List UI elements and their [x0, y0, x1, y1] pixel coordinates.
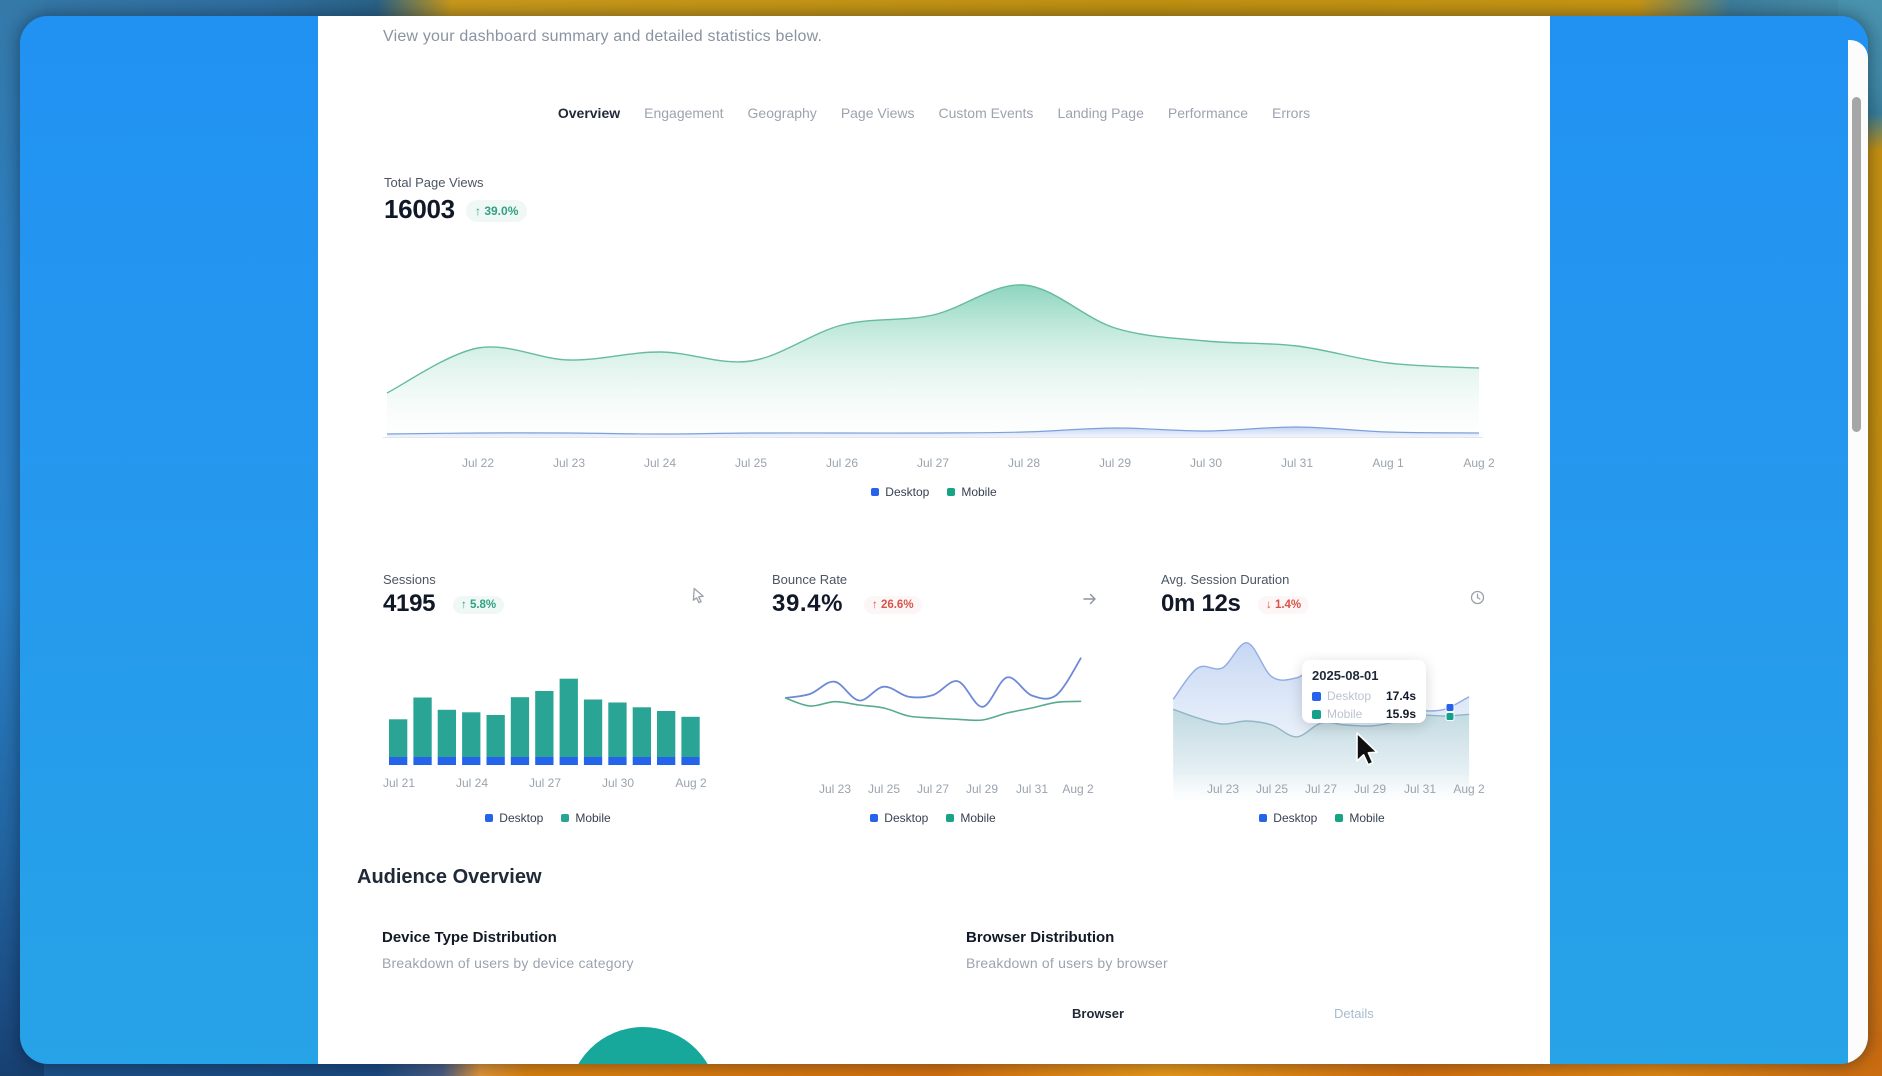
svg-text:Jul 23: Jul 23	[819, 782, 851, 796]
svg-text:Aug 2: Aug 2	[1062, 782, 1094, 796]
svg-text:Aug 2: Aug 2	[1463, 456, 1495, 470]
svg-text:Jul 31: Jul 31	[1404, 782, 1436, 796]
svg-text:Jul 23: Jul 23	[553, 456, 585, 470]
svg-text:Aug 1: Aug 1	[1372, 456, 1404, 470]
svg-text:Aug 2: Aug 2	[1453, 782, 1485, 796]
svg-text:Jul 23: Jul 23	[1207, 782, 1239, 796]
svg-text:Jul 27: Jul 27	[529, 776, 561, 790]
svg-text:Jul 25: Jul 25	[735, 456, 767, 470]
svg-text:Jul 25: Jul 25	[868, 782, 900, 796]
svg-text:Jul 21: Jul 21	[383, 776, 415, 790]
svg-text:Jul 28: Jul 28	[1008, 456, 1040, 470]
svg-text:Jul 24: Jul 24	[644, 456, 676, 470]
svg-text:Jul 31: Jul 31	[1281, 456, 1313, 470]
svg-text:Jul 30: Jul 30	[1190, 456, 1222, 470]
svg-text:Jul 29: Jul 29	[1354, 782, 1386, 796]
svg-text:Jul 27: Jul 27	[917, 782, 949, 796]
svg-text:Jul 24: Jul 24	[456, 776, 488, 790]
svg-text:Jul 31: Jul 31	[1016, 782, 1048, 796]
svg-text:Jul 26: Jul 26	[826, 456, 858, 470]
svg-text:Jul 29: Jul 29	[966, 782, 998, 796]
svg-text:Jul 30: Jul 30	[602, 776, 634, 790]
svg-text:Jul 22: Jul 22	[462, 456, 494, 470]
svg-text:Jul 27: Jul 27	[1305, 782, 1337, 796]
svg-text:Jul 29: Jul 29	[1099, 456, 1131, 470]
svg-text:Aug 2: Aug 2	[675, 776, 707, 790]
svg-text:Jul 25: Jul 25	[1256, 782, 1288, 796]
svg-text:Jul 27: Jul 27	[917, 456, 949, 470]
